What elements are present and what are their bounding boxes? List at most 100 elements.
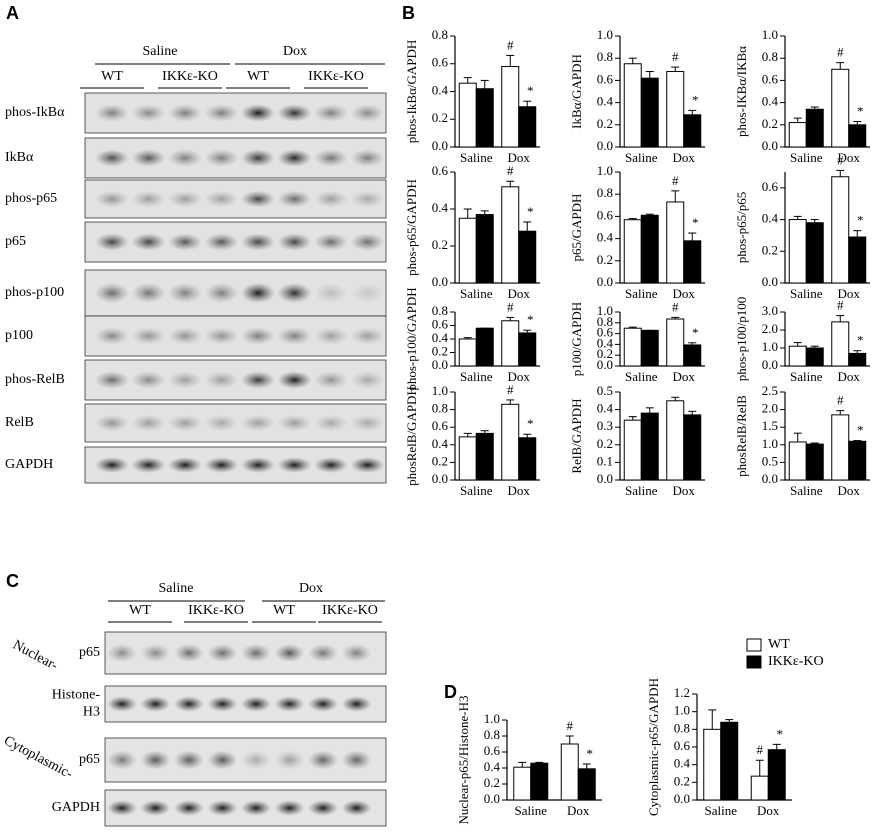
significance-label: # — [507, 382, 514, 397]
y-tick-label: 0.4 — [674, 756, 691, 771]
blot-band — [308, 750, 338, 770]
blot-row-label: p65 — [79, 645, 100, 660]
bar — [683, 114, 702, 148]
bar — [788, 345, 807, 367]
y-tick-label: 0.6 — [432, 55, 449, 70]
error-bar — [793, 342, 802, 347]
genotype-label: IKKε-KO — [188, 603, 244, 618]
bar — [788, 122, 807, 148]
bar — [475, 327, 494, 367]
blot-band — [241, 233, 275, 251]
significance-label: * — [692, 325, 699, 340]
blot-band — [241, 371, 275, 389]
bar — [623, 419, 642, 481]
significance-label: # — [672, 173, 679, 188]
error-bar — [772, 743, 781, 750]
bar — [703, 728, 722, 801]
error-bar — [853, 120, 862, 125]
error-bar — [793, 215, 802, 220]
genotype-label: WT — [101, 69, 123, 84]
blot-band — [131, 371, 166, 389]
bar — [805, 222, 824, 284]
y-tick-label: 0.6 — [432, 418, 449, 433]
bar — [560, 743, 579, 801]
y-tick-label: 0.8 — [432, 401, 448, 416]
blot-band — [131, 457, 166, 473]
blot-band — [314, 282, 348, 304]
y-tick-label: 1.0 — [762, 27, 778, 42]
blot-band — [168, 190, 202, 208]
y-tick-label: 2.5 — [762, 383, 778, 398]
blot-band — [350, 457, 385, 473]
bar — [831, 68, 850, 148]
blot-band — [314, 414, 348, 432]
blot-band — [95, 282, 129, 304]
bar — [530, 762, 549, 801]
bar — [577, 768, 596, 801]
bar — [623, 63, 642, 148]
y-tick-label: 0.4 — [597, 94, 614, 109]
bar — [683, 344, 702, 367]
error-bar — [480, 79, 489, 89]
blot-band — [168, 414, 202, 432]
legend-swatch — [746, 655, 762, 669]
bar — [666, 71, 685, 148]
blot-row-label: GAPDH — [5, 457, 53, 472]
y-tick-label: 0.8 — [432, 27, 448, 42]
blot-band — [241, 190, 275, 208]
error-bar — [853, 230, 862, 238]
y-tick-label: 1.0 — [597, 303, 613, 318]
y-tick-label: 0.6 — [597, 71, 614, 86]
y-tick-label: 0.0 — [597, 274, 613, 289]
error-bar — [836, 62, 845, 70]
x-tick-label: Saline — [790, 286, 823, 301]
x-tick-label: Saline — [460, 286, 493, 301]
error-bar — [463, 208, 472, 219]
blot-band — [341, 643, 372, 663]
blot-band — [207, 696, 238, 712]
error-bar — [810, 345, 819, 348]
blot-band — [174, 800, 204, 816]
y-tick-label: 0.2 — [432, 237, 448, 252]
y-tick-label: 1.0 — [432, 383, 448, 398]
legend-label: WT — [768, 637, 790, 652]
y-tick-label: 0.0 — [597, 357, 613, 372]
blot-band — [241, 750, 271, 770]
y-axis-label: phosRelB/RelB — [734, 395, 749, 477]
blot-band — [314, 327, 348, 345]
blot-band — [131, 149, 166, 167]
blot-band — [131, 327, 166, 345]
y-tick-label: 0.4 — [597, 335, 614, 350]
group-label: Saline — [143, 44, 178, 59]
blot-band — [207, 643, 238, 663]
blot-band — [241, 104, 275, 122]
genotype-label: WT — [247, 69, 269, 84]
side-label: Cytoplasmic- — [1, 733, 75, 782]
bar — [513, 766, 532, 801]
error-bar — [463, 77, 472, 84]
significance-label: * — [857, 333, 864, 348]
y-tick-label: 0.0 — [762, 471, 778, 486]
blot-band — [107, 800, 137, 816]
blot-band — [308, 800, 338, 816]
x-tick-label: Saline — [625, 483, 658, 498]
y-tick-label: 0.4 — [432, 200, 449, 215]
y-tick-label: 2.0 — [762, 321, 778, 336]
blot-band — [241, 800, 271, 816]
blot-row-label: IkBα — [5, 150, 34, 165]
blot-band — [274, 750, 305, 770]
blot-band — [341, 800, 372, 816]
bar — [518, 230, 537, 284]
y-tick-label: 0.4 — [432, 82, 449, 97]
bar — [805, 443, 824, 481]
group-label: Dox — [283, 44, 307, 59]
error-bar — [535, 761, 544, 764]
error-bar — [565, 735, 574, 744]
blot-band — [168, 327, 202, 345]
x-tick-label: Dox — [838, 369, 861, 384]
blot-band — [107, 696, 137, 712]
blot-row-label: GAPDH — [52, 800, 100, 815]
y-tick-label: 1.0 — [762, 339, 778, 354]
significance-label: # — [837, 45, 844, 60]
y-tick-label: 0.4 — [762, 211, 779, 226]
